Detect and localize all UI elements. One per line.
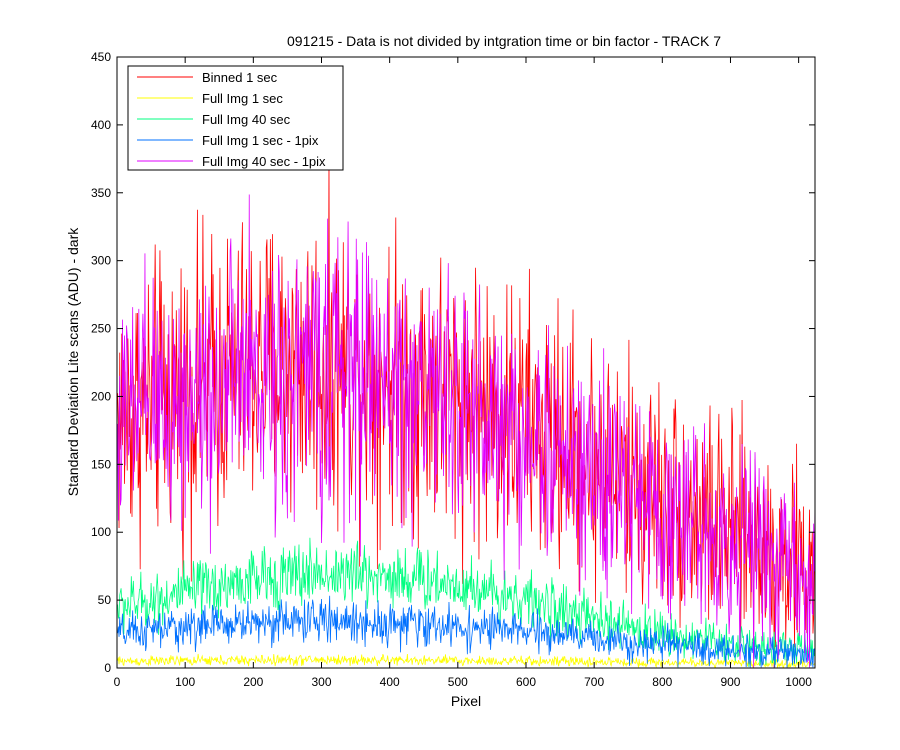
legend: Binned 1 sec Full Img 1 sec Full Img 40 se… xyxy=(127,65,344,171)
x-tick-label: 700 xyxy=(584,675,604,689)
x-axis-label: Pixel xyxy=(451,693,481,709)
series-line-4 xyxy=(117,595,815,668)
x-tick-label: 0 xyxy=(114,675,121,689)
y-tick-label: 50 xyxy=(98,593,112,607)
y-tick-label: 200 xyxy=(91,389,111,403)
series-line-1 xyxy=(117,146,815,668)
x-tick-label: 100 xyxy=(175,675,195,689)
x-tick-label: 900 xyxy=(720,675,740,689)
axes-frame xyxy=(116,56,816,669)
x-tick-label: 400 xyxy=(380,675,400,689)
series-line-5 xyxy=(117,194,815,668)
y-tick-label: 100 xyxy=(91,525,111,539)
y-axis-ticks: 0 50 100 150 200 250 300 350 400 450 xyxy=(91,50,815,675)
y-axis-label: Standard Deviation Lite scans (ADU) - da… xyxy=(65,227,81,496)
legend-label-4: Full Img 1 sec - 1pix xyxy=(202,133,319,148)
x-tick-label: 1000 xyxy=(785,675,812,689)
legend-box xyxy=(127,65,344,171)
legend-label-2: Full Img 1 sec xyxy=(202,91,283,106)
legend-label-3: Full Img 40 sec xyxy=(202,112,291,127)
x-tick-label: 800 xyxy=(652,675,672,689)
x-tick-label: 500 xyxy=(448,675,468,689)
series-line-2 xyxy=(117,653,815,668)
x-tick-label: 200 xyxy=(243,675,263,689)
y-tick-label: 400 xyxy=(91,118,111,132)
series-layer xyxy=(117,146,815,668)
chart-title: 091215 - Data is not divided by intgrati… xyxy=(287,33,721,49)
x-axis-ticks: 0 100 200 300 400 500 600 700 800 900 1000 xyxy=(114,57,812,689)
x-tick-label: 300 xyxy=(311,675,331,689)
legend-label-1: Binned 1 sec xyxy=(202,70,278,85)
y-tick-label: 450 xyxy=(91,50,111,64)
y-tick-label: 350 xyxy=(91,186,111,200)
x-tick-label: 600 xyxy=(516,675,536,689)
y-tick-label: 150 xyxy=(91,457,111,471)
y-tick-label: 250 xyxy=(91,322,111,336)
legend-label-5: Full Img 40 sec - 1pix xyxy=(202,154,326,169)
y-tick-label: 300 xyxy=(91,254,111,268)
y-tick-label: 0 xyxy=(104,661,111,675)
